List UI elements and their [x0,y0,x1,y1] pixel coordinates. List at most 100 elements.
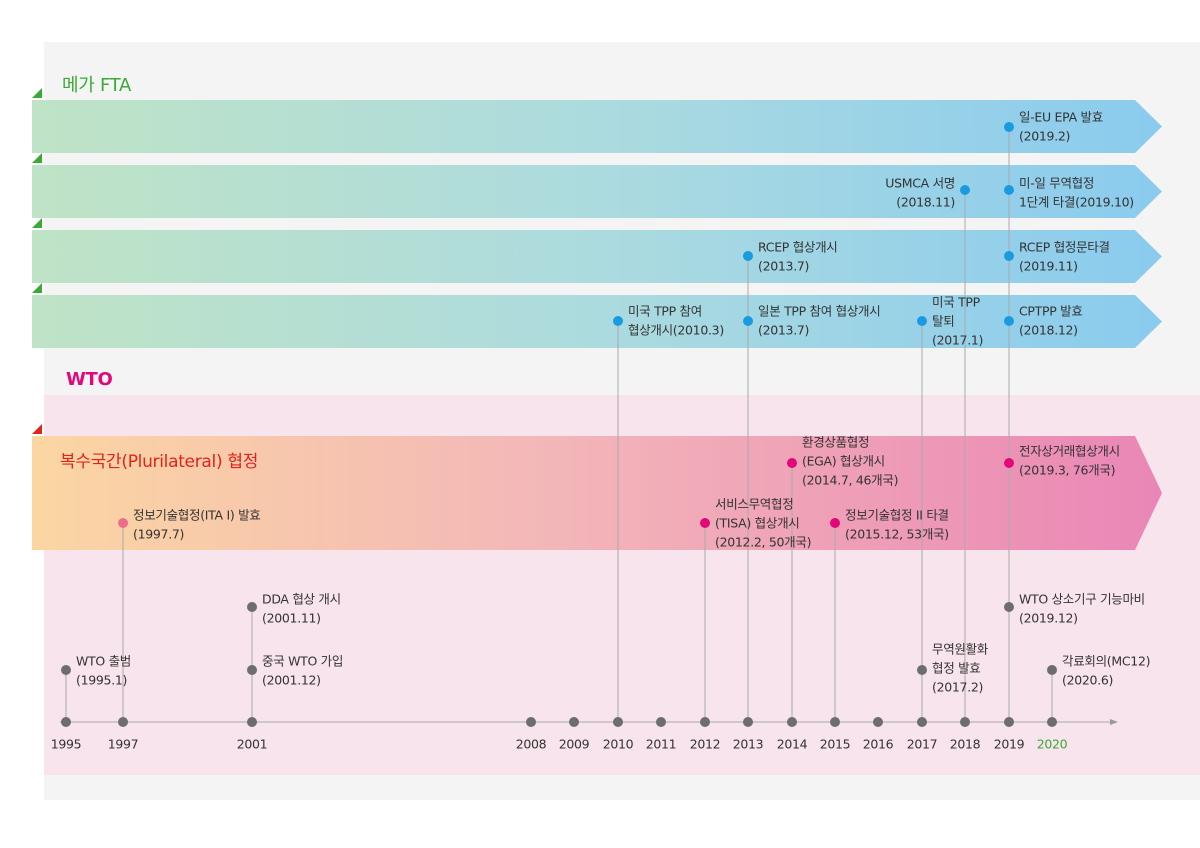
event-label: WTO 상소기구 기능마비 [1019,592,1145,607]
event-label: 정보기술협정 II 타결 [845,508,949,523]
year-label: 2001 [237,737,268,752]
event-label: (2012.2, 50개국) [715,535,811,550]
event-dot [61,665,71,675]
year-label: 2019 [994,737,1025,752]
event-label: 미국 TPP [932,295,981,310]
corner-mark [32,218,42,228]
year-label: 1997 [108,737,139,752]
event-dot [247,602,257,612]
event-label: (2019.3, 76개국) [1019,463,1115,478]
year-dot [743,717,753,727]
event-dot [743,251,753,261]
year-label: 2013 [733,737,764,752]
mega-fta-title: 메가 FTA [62,75,132,96]
year-dot [247,717,257,727]
event-label: (2017.1) [932,333,983,348]
event-dot [118,518,128,528]
year-dot [1047,717,1057,727]
event-label: (2015.12, 53개국) [845,527,949,542]
event-dot [613,316,623,326]
event-dot [787,458,797,468]
corner-mark [32,88,42,98]
event-dot [1004,602,1014,612]
year-label: 2020 [1037,737,1068,752]
year-label: 2008 [516,737,547,752]
year-label: 2016 [863,737,894,752]
year-dot [830,717,840,727]
corner-mark [32,153,42,163]
year-dot [873,717,883,727]
event-dot [700,518,710,528]
event-label: (TISA) 협상개시 [715,516,799,531]
event-label: 일본 TPP 참여 협상개시 [758,304,880,319]
event-label: (2017.2) [932,680,983,695]
event-label: RCEP 협정문타결 [1019,240,1110,255]
year-dot [118,717,128,727]
event-label: (2001.12) [262,673,321,688]
event-dot [830,518,840,528]
event-label: 서비스무역협정 [715,497,793,512]
event-dot [1004,316,1014,326]
event-label: (2018.11) [896,195,955,210]
event-label: WTO 출범 [76,654,131,669]
event-label: (EGA) 협상개시 [802,454,885,469]
event-label: 일-EU EPA 발효 [1019,110,1103,125]
event-dot [1004,122,1014,132]
event-label: 환경상품협정 [802,435,869,450]
event-label: (2013.7) [758,259,809,274]
year-label: 2012 [690,737,721,752]
event-label: 협상개시(2010.3) [628,323,724,338]
event-label: 각료회의(MC12) [1062,654,1150,669]
axis-arrow [1110,719,1118,725]
event-label: 미국 TPP 참여 [628,304,702,319]
year-dot [1004,717,1014,727]
event-label: DDA 협상 개시 [262,592,341,607]
event-label: 협정 발효 [932,661,980,676]
event-label: 정보기술협정(ITA I) 발효 [133,508,261,523]
year-label: 2017 [907,737,938,752]
year-dot [526,717,536,727]
year-dot [787,717,797,727]
event-label: 무역원활화 [932,642,989,657]
event-label: RCEP 협상개시 [758,240,838,255]
event-label: USMCA 서명 [885,176,955,191]
year-label: 1995 [51,737,82,752]
event-label: (2014.7, 46개국) [802,473,898,488]
plurilateral-title: 복수국간(Plurilateral) 협정 [60,452,258,472]
year-label: 2010 [603,737,634,752]
year-label: 2014 [777,737,808,752]
event-label: 미-일 무역협정 [1019,176,1094,191]
event-dot [1004,185,1014,195]
year-dot [569,717,579,727]
year-label: 2015 [820,737,851,752]
year-dot [613,717,623,727]
year-dot [960,717,970,727]
year-label: 2011 [646,737,677,752]
corner-mark [32,424,42,434]
event-label: (1997.7) [133,527,184,542]
event-label: (2013.7) [758,323,809,338]
event-dot [1047,665,1057,675]
event-label: (2020.6) [1062,673,1113,688]
arrow-band [32,100,1162,153]
event-dot [960,185,970,195]
event-label: (2018.12) [1019,323,1078,338]
event-label: (2019.11) [1019,259,1078,274]
arrow-band [32,165,1162,218]
event-label: (2019.12) [1019,611,1078,626]
event-label: 탈퇴 [932,314,954,329]
year-dot [656,717,666,727]
event-label: (2019.2) [1019,129,1070,144]
event-dot [1004,251,1014,261]
corner-mark [32,283,42,293]
event-label: CPTPP 발효 [1019,304,1083,319]
event-dot [917,316,927,326]
year-dot [700,717,710,727]
event-dot [247,665,257,675]
event-dot [1004,458,1014,468]
event-dot [917,665,927,675]
arrow-band [32,295,1162,348]
event-label: 전자상거래협상개시 [1019,444,1120,459]
year-label: 2018 [950,737,981,752]
